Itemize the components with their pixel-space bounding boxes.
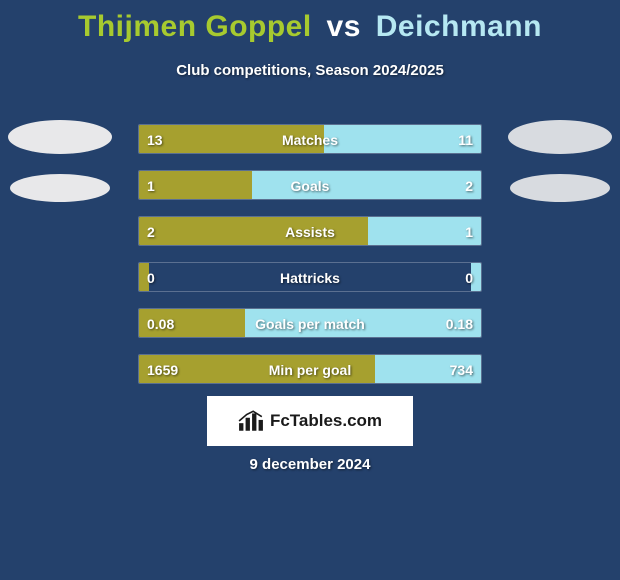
stat-value-left: 2 [139,217,163,246]
page-title: Thijmen Goppel vs Deichmann [0,0,620,44]
stat-label: Goals [139,171,481,200]
stat-value-right: 2 [457,171,481,200]
title-player2: Deichmann [376,10,542,43]
stat-row: Min per goal1659 734 [138,354,482,384]
stat-row: Goals1 2 [138,170,482,200]
stat-value-right: 734 [442,355,481,384]
stat-label: Matches [139,125,481,154]
avatar-head-icon [8,120,112,154]
stat-value-left: 1 [139,171,163,200]
stat-row: Goals per match0.08 0.18 [138,308,482,338]
stat-value-left: 1659 [139,355,186,384]
subtitle: Club competitions, Season 2024/2025 [0,62,620,79]
stat-label: Assists [139,217,481,246]
stat-value-left: 0 [139,263,163,292]
stat-bars: Matches1311Goals12Assists21Hattricks00Go… [138,124,482,400]
avatar-head-icon [508,120,612,154]
stat-row: Matches13 11 [138,124,482,154]
stat-label: Min per goal [139,355,481,384]
avatar-body-icon [10,174,110,202]
stat-row: Assists2 1 [138,216,482,246]
stat-row: Hattricks0 0 [138,262,482,292]
stat-value-right: 1 [457,217,481,246]
stat-value-right: 0.18 [438,309,481,338]
date-label: 9 december 2024 [0,456,620,473]
stat-value-left: 13 [139,125,171,154]
bar-chart-icon [238,410,264,432]
stat-value-left: 0.08 [139,309,182,338]
source-badge: FcTables.com [207,396,413,446]
stat-label: Goals per match [139,309,481,338]
avatar-player1 [5,120,115,202]
avatar-player2 [505,120,615,202]
badge-text: FcTables.com [270,411,382,431]
stat-value-right: 11 [450,125,481,154]
stat-label: Hattricks [139,263,481,292]
avatar-body-icon [510,174,610,202]
comparison-infographic: Thijmen Goppel vs Deichmann Club competi… [0,0,620,580]
title-player1: Thijmen Goppel [78,10,312,43]
title-vs: vs [327,10,361,43]
stat-value-right: 0 [457,263,481,292]
